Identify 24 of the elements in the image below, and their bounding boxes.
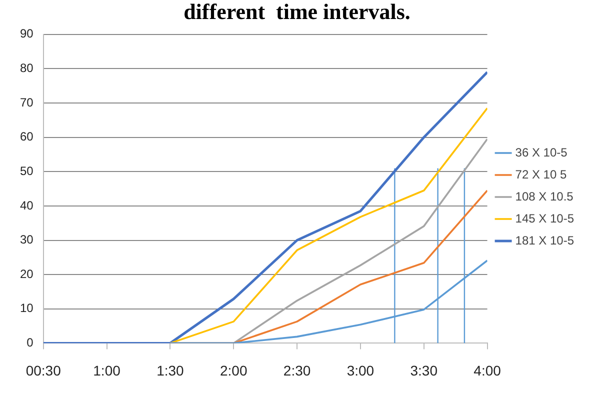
legend-label: 108 X 10.5 xyxy=(515,189,574,204)
y-tick-label: 10 xyxy=(20,301,34,316)
x-tick-label: 00:30 xyxy=(26,362,62,378)
chart-title: different time intervals. xyxy=(184,0,410,24)
y-tick-label: 50 xyxy=(20,164,34,178)
y-tick-label: 60 xyxy=(20,130,34,144)
x-tick-label: 1:00 xyxy=(93,362,121,378)
legend-label: 181 X 10-5 xyxy=(515,233,574,248)
x-tick-label: 3:00 xyxy=(346,362,374,378)
y-tick-label: 70 xyxy=(20,95,34,110)
legend-label: 145 X 10-5 xyxy=(515,211,574,226)
y-tick-label: 30 xyxy=(20,232,34,247)
x-tick-label: 4:00 xyxy=(474,362,502,378)
x-tick-label: 2:30 xyxy=(283,362,311,378)
x-tick-label: 1:30 xyxy=(156,362,184,378)
y-tick-label: 80 xyxy=(20,61,34,76)
y-tick-label: 0 xyxy=(26,336,34,350)
legend-label: 36 X 10-5 xyxy=(515,145,568,160)
y-tick-label: 90 xyxy=(20,26,34,41)
y-tick-label: 40 xyxy=(20,198,34,212)
y-tick-label: 20 xyxy=(20,266,34,281)
x-tick-label: 2:00 xyxy=(220,362,248,378)
legend-label: 72 X 10 5 xyxy=(515,167,567,182)
x-tick-label: 3:30 xyxy=(410,362,438,378)
